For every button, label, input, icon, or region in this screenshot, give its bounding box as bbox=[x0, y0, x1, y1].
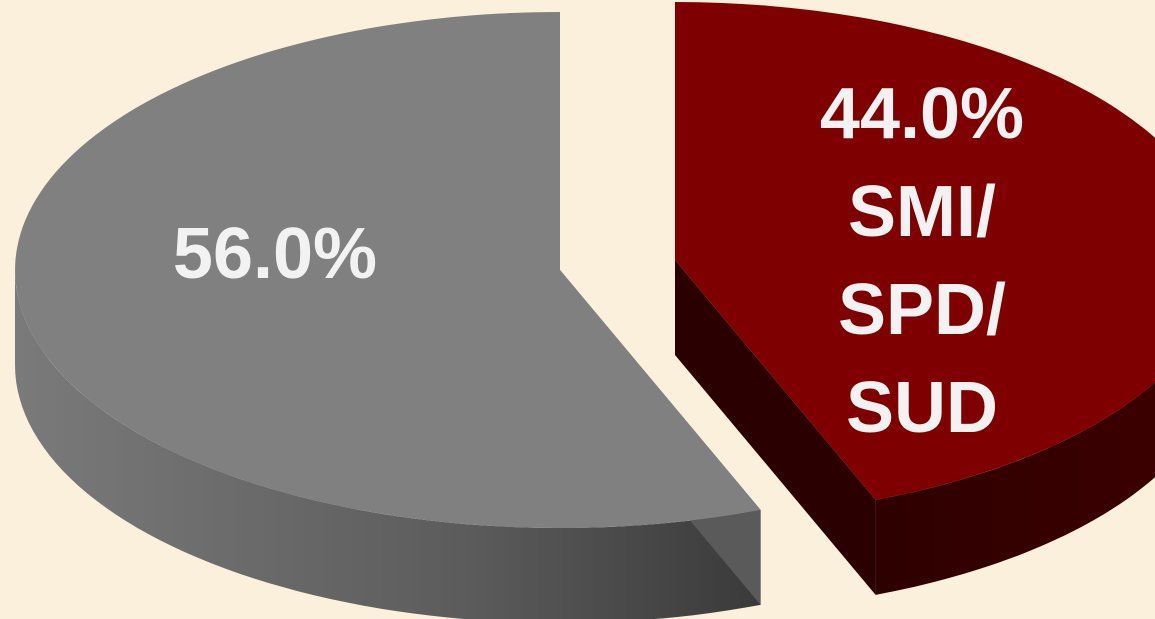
pie-slice-1 bbox=[15, 12, 761, 619]
pie-slice-side-wall bbox=[875, 382, 1155, 595]
pie-slice-top bbox=[675, 2, 1155, 500]
data-label-line: SUD bbox=[846, 368, 998, 448]
data-label-slice-1: 56.0% bbox=[173, 214, 377, 294]
pie-slice-side-wall bbox=[15, 270, 761, 619]
data-label-slice-2: 44.0% SMI/SPD/SUD bbox=[820, 74, 1024, 448]
pie-slice-cut-face bbox=[675, 260, 876, 595]
data-label-line: 44.0% bbox=[820, 74, 1024, 154]
data-label-line: SMI/ bbox=[848, 172, 996, 252]
data-label-line: SPD/ bbox=[838, 270, 1006, 350]
data-label-line: 56.0% bbox=[173, 214, 377, 294]
pie-slice-top bbox=[15, 12, 761, 528]
pie-slice-2 bbox=[675, 2, 1155, 595]
